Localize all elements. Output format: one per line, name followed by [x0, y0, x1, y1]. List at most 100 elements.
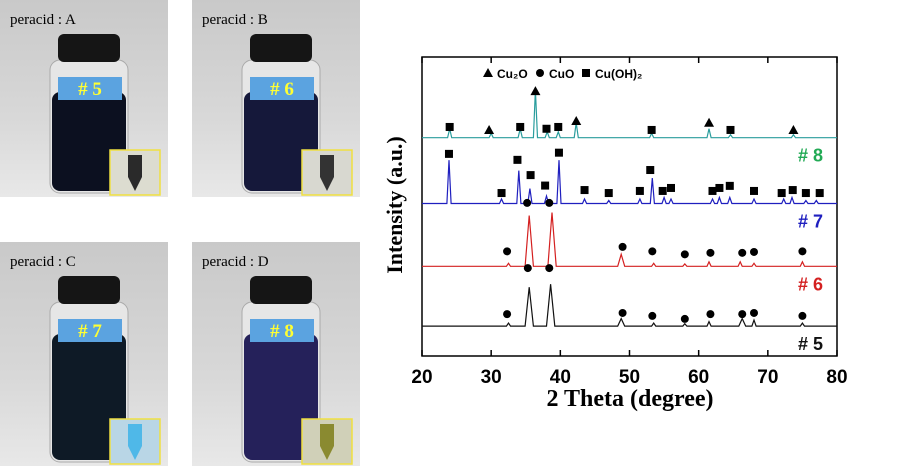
series-label: # 7 [798, 212, 823, 232]
marker-square [554, 122, 563, 131]
series-line [422, 284, 837, 327]
series-label: # 6 [798, 274, 823, 294]
marker-triangle [704, 117, 715, 127]
vial-cap [58, 34, 120, 62]
marker-square [445, 122, 454, 131]
marker-circle [738, 310, 747, 319]
panel-title: peracid : B [202, 12, 268, 28]
marker-circle [503, 310, 512, 319]
marker-square [604, 189, 613, 198]
marker-square [708, 186, 717, 195]
marker-triangle [483, 68, 493, 77]
series-label: # 8 [798, 146, 823, 166]
series-label: # 5 [798, 334, 823, 354]
marker-square [513, 155, 522, 164]
legend-label: Cu(OH)₂ [595, 67, 642, 81]
inset-tube [128, 155, 142, 191]
marker-square [815, 189, 824, 198]
marker-square [526, 171, 535, 180]
marker-square [667, 183, 675, 192]
marker-circle [648, 311, 657, 320]
marker-circle [706, 248, 715, 257]
marker-square [580, 186, 589, 195]
tag: # 5 [78, 79, 102, 100]
panel-title: peracid : A [10, 12, 76, 28]
x-tick-label: 80 [826, 367, 847, 388]
marker-circle [648, 247, 657, 256]
marker-triangle [571, 115, 582, 125]
marker-circle [680, 250, 689, 259]
marker-square [750, 186, 758, 195]
tag-box [250, 77, 314, 100]
marker-circle [545, 198, 554, 207]
marker-square [444, 149, 453, 158]
marker-square [658, 186, 667, 195]
tag: # 7 [78, 321, 102, 342]
legend-label: CuO [549, 67, 574, 81]
marker-square [726, 125, 735, 134]
marker-circle [680, 314, 689, 323]
x-tick-label: 30 [481, 367, 502, 388]
marker-circle [706, 310, 715, 319]
tag-box [250, 319, 314, 342]
marker-square [715, 183, 724, 192]
marker-square [516, 122, 525, 131]
marker-circle [798, 311, 807, 320]
vial-cap [250, 34, 312, 62]
marker-square [635, 186, 644, 195]
marker-square [541, 181, 550, 190]
marker-triangle [788, 124, 799, 134]
panel-title: peracid : C [10, 254, 76, 270]
marker-circle [750, 308, 758, 317]
marker-square [646, 166, 655, 175]
marker-circle [750, 247, 758, 256]
marker-square [788, 186, 797, 195]
series-line [422, 212, 837, 267]
marker-square [725, 181, 734, 190]
x-tick-label: 60 [688, 367, 709, 388]
marker-square [777, 189, 786, 198]
marker-circle [536, 69, 544, 77]
marker-circle [738, 248, 747, 257]
x-tick-label: 70 [757, 367, 778, 388]
marker-circle [503, 247, 512, 256]
inset-tube [128, 424, 142, 460]
vial-liquid [244, 92, 318, 191]
tag-box [58, 77, 122, 100]
y-axis-label: Intensity (a.u.) [382, 136, 407, 274]
marker-triangle [484, 124, 495, 134]
marker-circle [523, 198, 532, 207]
x-axis-label: 2 Theta (degree) [546, 386, 713, 412]
legend-label: Cu₂O [497, 67, 528, 81]
x-tick-label: 20 [411, 367, 432, 388]
x-tick-label: 40 [550, 367, 571, 388]
vial-liquid [52, 334, 126, 460]
vial-cap [250, 276, 312, 304]
tag: # 6 [270, 79, 294, 100]
tag: # 8 [270, 321, 294, 342]
marker-circle [618, 242, 627, 251]
tag-box [58, 319, 122, 342]
marker-square [542, 124, 551, 133]
x-tick-label: 50 [619, 367, 640, 388]
plot-frame [421, 56, 838, 357]
marker-circle [523, 264, 532, 273]
marker-square [582, 69, 590, 77]
vial-liquid [52, 92, 126, 191]
panel-title: peracid : D [202, 254, 269, 270]
marker-circle [618, 308, 627, 317]
marker-square [554, 148, 563, 157]
inset-tube [320, 155, 334, 191]
marker-circle [545, 264, 554, 273]
marker-triangle [530, 86, 541, 96]
series-line [422, 89, 837, 139]
vial-liquid [244, 334, 318, 460]
marker-square [647, 125, 656, 134]
series-line [422, 160, 837, 205]
inset-tube [320, 424, 334, 460]
vial-cap [58, 276, 120, 304]
marker-circle [798, 247, 807, 256]
marker-square [497, 189, 506, 198]
marker-square [801, 189, 810, 198]
